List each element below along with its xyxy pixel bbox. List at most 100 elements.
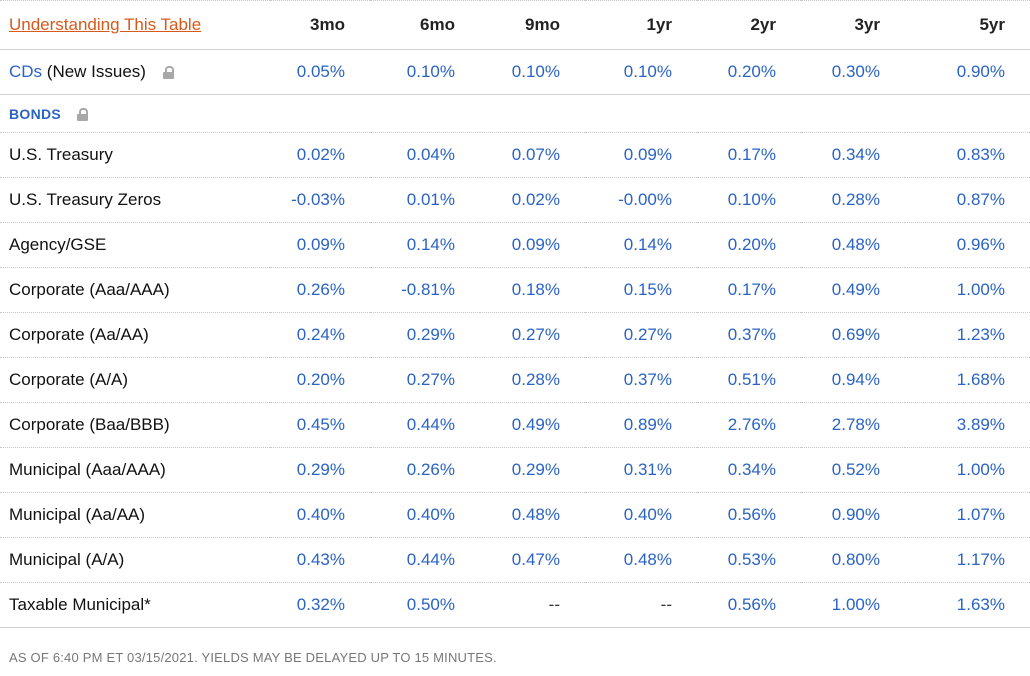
yield-value-cell[interactable]: 0.89% — [585, 402, 697, 448]
yield-value-cell[interactable]: 0.40% — [270, 492, 370, 538]
yield-value-cell[interactable]: 0.28% — [801, 177, 905, 223]
yield-value-cell[interactable]: 1.00% — [905, 267, 1030, 313]
yield-value-cell[interactable]: 0.27% — [370, 357, 480, 403]
yield-value-cell[interactable]: 0.09% — [270, 222, 370, 268]
section-row-bonds: BONDS — [0, 94, 1030, 133]
yield-value-cell[interactable]: -0.81% — [370, 267, 480, 313]
yield-value-cell[interactable]: 0.45% — [270, 402, 370, 448]
yield-value-cell[interactable]: 0.56% — [697, 582, 801, 628]
yield-value-cell[interactable]: 0.27% — [480, 312, 585, 358]
table-row: Municipal (A/A) 0.43% 0.44% 0.47% 0.48% 0.53%… — [0, 537, 1030, 583]
yield-value-cell[interactable]: 2.78% — [801, 402, 905, 448]
yield-value-cell[interactable]: 0.09% — [480, 222, 585, 268]
yield-value-cell[interactable]: 0.17% — [697, 132, 801, 178]
yield-value-cell[interactable]: 1.00% — [801, 582, 905, 628]
yield-value-cell[interactable]: 0.34% — [801, 132, 905, 178]
yield-value-cell[interactable]: 0.18% — [480, 267, 585, 313]
yield-value-cell[interactable]: -0.00% — [585, 177, 697, 223]
yield-value-cell[interactable]: 0.49% — [801, 267, 905, 313]
row-label: Corporate (Aaa/AAA) — [0, 267, 270, 313]
yield-value-cell[interactable]: 0.90% — [801, 492, 905, 538]
yield-value-cell[interactable]: 0.48% — [480, 492, 585, 538]
yield-value-cell[interactable]: 2.76% — [697, 402, 801, 448]
table-row: Municipal (Aaa/AAA) 0.29% 0.26% 0.29% 0.31% 0… — [0, 447, 1030, 493]
yield-value-cell[interactable]: 0.48% — [585, 537, 697, 583]
yields-table: Understanding This Table 3mo 6mo 9mo 1yr… — [0, 0, 1030, 628]
cds-value-3yr[interactable]: 0.30% — [801, 49, 905, 95]
yield-value-cell[interactable]: 0.14% — [370, 222, 480, 268]
yield-value-cell[interactable]: 0.40% — [585, 492, 697, 538]
yield-value-cell[interactable]: 0.94% — [801, 357, 905, 403]
yield-value-cell[interactable]: 0.04% — [370, 132, 480, 178]
yield-value-cell[interactable]: 1.68% — [905, 357, 1030, 403]
cds-value-9mo[interactable]: 0.10% — [480, 49, 585, 95]
yield-value-cell[interactable]: 0.52% — [801, 447, 905, 493]
table-row: Taxable Municipal* 0.32% 0.50% -- -- 0.56% 1.0… — [0, 582, 1030, 628]
yield-value-cell[interactable]: 0.28% — [480, 357, 585, 403]
bonds-section-label: BONDS — [9, 105, 62, 122]
yield-value-cell[interactable]: 1.00% — [905, 447, 1030, 493]
yield-value-cell[interactable]: 0.32% — [270, 582, 370, 628]
yield-value-cell[interactable]: 0.15% — [585, 267, 697, 313]
yield-value-cell[interactable]: 0.50% — [370, 582, 480, 628]
yield-value-cell[interactable]: 0.48% — [801, 222, 905, 268]
yield-value-cell[interactable]: 0.96% — [905, 222, 1030, 268]
column-header-9mo: 9mo — [480, 0, 585, 50]
yield-value-cell[interactable]: 1.23% — [905, 312, 1030, 358]
yield-value-cell[interactable]: 0.87% — [905, 177, 1030, 223]
yield-value-cell[interactable]: 0.14% — [585, 222, 697, 268]
column-header-3mo: 3mo — [270, 0, 370, 50]
yield-value-cell[interactable]: 1.17% — [905, 537, 1030, 583]
yield-value-cell[interactable]: 0.02% — [480, 177, 585, 223]
yield-value-cell[interactable]: 0.56% — [697, 492, 801, 538]
yield-value-cell[interactable]: 0.47% — [480, 537, 585, 583]
row-label: Corporate (Aa/AA) — [0, 312, 270, 358]
yield-value-cell[interactable]: 0.10% — [697, 177, 801, 223]
understanding-table-link[interactable]: Understanding This Table — [9, 15, 202, 34]
yield-value-cell[interactable]: 0.02% — [270, 132, 370, 178]
table-row-cds: CDs (New Issues) 0.05% 0.10% 0.10% 0.10%… — [0, 49, 1030, 95]
cds-value-2yr[interactable]: 0.20% — [697, 49, 801, 95]
yield-value-cell[interactable]: 1.07% — [905, 492, 1030, 538]
yield-value-cell[interactable]: 0.17% — [697, 267, 801, 313]
yield-value-cell[interactable]: 0.20% — [697, 222, 801, 268]
yield-value-cell[interactable]: 0.29% — [480, 447, 585, 493]
cds-value-3mo[interactable]: 0.05% — [270, 49, 370, 95]
yield-value-cell[interactable]: 0.49% — [480, 402, 585, 448]
yield-value-cell[interactable]: 3.89% — [905, 402, 1030, 448]
yield-value-cell[interactable]: 0.07% — [480, 132, 585, 178]
yield-value-cell[interactable]: 0.44% — [370, 537, 480, 583]
cds-value-5yr[interactable]: 0.90% — [905, 49, 1030, 95]
yield-value-cell[interactable]: 0.34% — [697, 447, 801, 493]
yield-value-cell[interactable]: 0.44% — [370, 402, 480, 448]
yield-value-cell[interactable]: 0.37% — [585, 357, 697, 403]
yield-value-cell[interactable]: 0.24% — [270, 312, 370, 358]
yield-value-cell[interactable]: 0.31% — [585, 447, 697, 493]
yield-value-cell[interactable]: 0.29% — [270, 447, 370, 493]
yield-value-cell[interactable]: 0.43% — [270, 537, 370, 583]
yield-value-cell[interactable]: -0.03% — [270, 177, 370, 223]
row-label: U.S. Treasury — [0, 132, 270, 178]
yield-value-cell[interactable]: 0.01% — [370, 177, 480, 223]
table-row: Corporate (Aaa/AAA) 0.26% -0.81% 0.18% 0.15%… — [0, 267, 1030, 313]
yield-value-cell[interactable]: 0.69% — [801, 312, 905, 358]
table-row: Agency/GSE 0.09% 0.14% 0.09% 0.14% 0.20% 0.48%… — [0, 222, 1030, 268]
yield-value-cell[interactable]: 0.80% — [801, 537, 905, 583]
yield-value-cell[interactable]: 0.83% — [905, 132, 1030, 178]
yield-value-cell[interactable]: 0.53% — [697, 537, 801, 583]
yield-value-cell[interactable]: 0.29% — [370, 312, 480, 358]
yield-value-cell[interactable]: 0.26% — [370, 447, 480, 493]
yield-value-cell[interactable]: 1.63% — [905, 582, 1030, 628]
cds-value-6mo[interactable]: 0.10% — [370, 49, 480, 95]
yield-value-cell[interactable]: 0.20% — [270, 357, 370, 403]
yield-value-cell[interactable]: 0.26% — [270, 267, 370, 313]
yield-value-cell[interactable]: 0.40% — [370, 492, 480, 538]
yield-value-cell[interactable]: 0.27% — [585, 312, 697, 358]
yield-value-cell[interactable]: 0.09% — [585, 132, 697, 178]
cds-link[interactable]: CDs — [9, 62, 43, 81]
yield-value-cell: -- — [585, 582, 697, 628]
cds-value-1yr[interactable]: 0.10% — [585, 49, 697, 95]
lock-icon — [162, 66, 174, 80]
yield-value-cell[interactable]: 0.51% — [697, 357, 801, 403]
yield-value-cell[interactable]: 0.37% — [697, 312, 801, 358]
